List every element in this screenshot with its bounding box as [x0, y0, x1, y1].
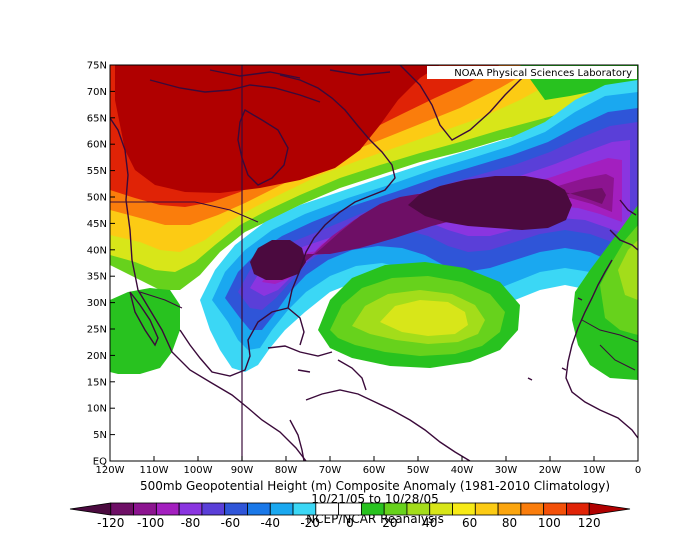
positive-anomaly-africa [572, 205, 638, 380]
lat-tick-label: 45N [87, 219, 107, 230]
lat-tick-label: 30N [87, 298, 107, 309]
lat-tick-label: 10N [87, 404, 107, 415]
colorbar-label: 100 [538, 516, 561, 530]
colorbar-swatch [224, 502, 248, 516]
colorbar-swatch [269, 502, 294, 516]
lat-tick-label: 65N [87, 113, 107, 124]
colorbar-label: 80 [502, 516, 517, 530]
lon-tick-label: 110W [140, 465, 169, 476]
colorbar-swatch [69, 502, 112, 516]
lon-tick-label: 70W [319, 465, 342, 476]
colorbar-label: 60 [462, 516, 477, 530]
colorbar-swatch [155, 502, 180, 516]
date-range: 10/21/05 to 10/28/05 [311, 492, 438, 506]
arctic-islands [149, 69, 391, 103]
lon-tick-label: 80W [275, 465, 298, 476]
hudson-bay [237, 108, 289, 186]
colorbar-swatch [497, 502, 522, 516]
colorbar-swatch [383, 502, 408, 516]
south-america-coast [305, 389, 471, 461]
lat-tick-label: 35N [87, 272, 107, 283]
latitude-ticks: EQ 5N 10N 15N 20N 25N 30N 35N 40N 45N 50N 55N 60N 65N… [87, 61, 115, 468]
colorbar-swatch [178, 502, 203, 516]
lat-tick-label: 55N [87, 166, 107, 177]
colorbar-label: -120 [97, 516, 124, 530]
lat-tick-label: 75N [87, 61, 107, 72]
colorbar-swatch [110, 502, 134, 516]
lon-tick-label: 40W [451, 465, 474, 476]
colorbar-label: 120 [578, 516, 601, 530]
colorbar-label: 0 [346, 516, 354, 530]
lat-tick-label: 40N [87, 245, 107, 256]
colorbar-label: 40 [422, 516, 437, 530]
colorbar-label: -20 [300, 516, 320, 530]
political-boundaries [110, 201, 638, 371]
lat-tick-label: 70N [87, 87, 107, 98]
colorbar-swatch [292, 502, 317, 516]
lon-tick-label: 100W [184, 465, 213, 476]
colorbar-swatch [588, 502, 631, 516]
na-west-coast [110, 117, 307, 461]
lat-tick-label: 60N [87, 140, 107, 151]
colorbar-swatch [247, 502, 271, 516]
south-america-west [289, 419, 305, 461]
lat-tick-label: 15N [87, 377, 107, 388]
us-east-coast [279, 74, 396, 309]
colorbar-swatch [338, 502, 362, 516]
colorbar-swatch [360, 502, 385, 516]
lon-tick-label: 50W [407, 465, 430, 476]
caribbean-islands [267, 345, 367, 391]
colorbar [69, 502, 631, 516]
credit-label: NOAA Physical Sciences Laboratory [454, 68, 632, 79]
lon-tick-label: 30W [495, 465, 518, 476]
lat-tick-label: 25N [87, 325, 107, 336]
greenland [399, 65, 536, 141]
lat-tick-label: 50N [87, 193, 107, 204]
gulf-coast [179, 307, 305, 377]
map-title: 500mb Geopotential Height (m) Composite … [140, 479, 610, 493]
colorbar-swatch [474, 502, 499, 516]
credit-box [427, 66, 637, 79]
lon-tick-label: 0 [635, 465, 641, 476]
coastlines [110, 65, 638, 461]
lat-tick-label: EQ [93, 457, 107, 468]
colorbar-swatch [201, 502, 226, 516]
lon-tick-label: 10W [583, 465, 606, 476]
colorbar-swatch [429, 502, 453, 516]
longitude-ticks: 120W 110W 100W 90W 80W 70W 60W 50W 40W 30W 20W 10W 0 [96, 456, 641, 476]
colorbar-swatch [452, 502, 476, 516]
atlantic-islands [527, 297, 583, 381]
colorbar-label: 20 [382, 516, 397, 530]
lon-tick-label: 60W [363, 465, 386, 476]
lon-tick-label: 90W [231, 465, 254, 476]
colorbar-label: -60 [221, 516, 241, 530]
lon-tick-label: 120W [96, 465, 125, 476]
colorbar-swatch [315, 502, 340, 516]
colorbar-swatch [543, 502, 567, 516]
baja-california [129, 291, 159, 347]
lat-tick-label: 20N [87, 351, 107, 362]
negative-anomaly-band [200, 80, 638, 372]
lon-tick-label: 20W [539, 465, 562, 476]
colorbar-label: -40 [260, 516, 280, 530]
colorbar-label: -80 [181, 516, 201, 530]
lat-tick-label: 5N [93, 430, 107, 441]
iberia [609, 199, 638, 251]
positive-anomaly-atlantic [318, 262, 520, 368]
colorbar-swatch [133, 502, 157, 516]
colorbar-swatch [406, 502, 431, 516]
colorbar-swatch [566, 502, 590, 516]
colorbar-labels: -120 -100 -80 -60 -40 -20 0 20 40 60 80 100 120 [97, 516, 601, 530]
anomaly-contours [110, 65, 638, 380]
africa-west-coast [565, 259, 638, 439]
colorbar-label: -100 [137, 516, 164, 530]
colorbar-swatch [520, 502, 545, 516]
data-source: NCEP/NCAR Reanalysis [306, 512, 444, 526]
